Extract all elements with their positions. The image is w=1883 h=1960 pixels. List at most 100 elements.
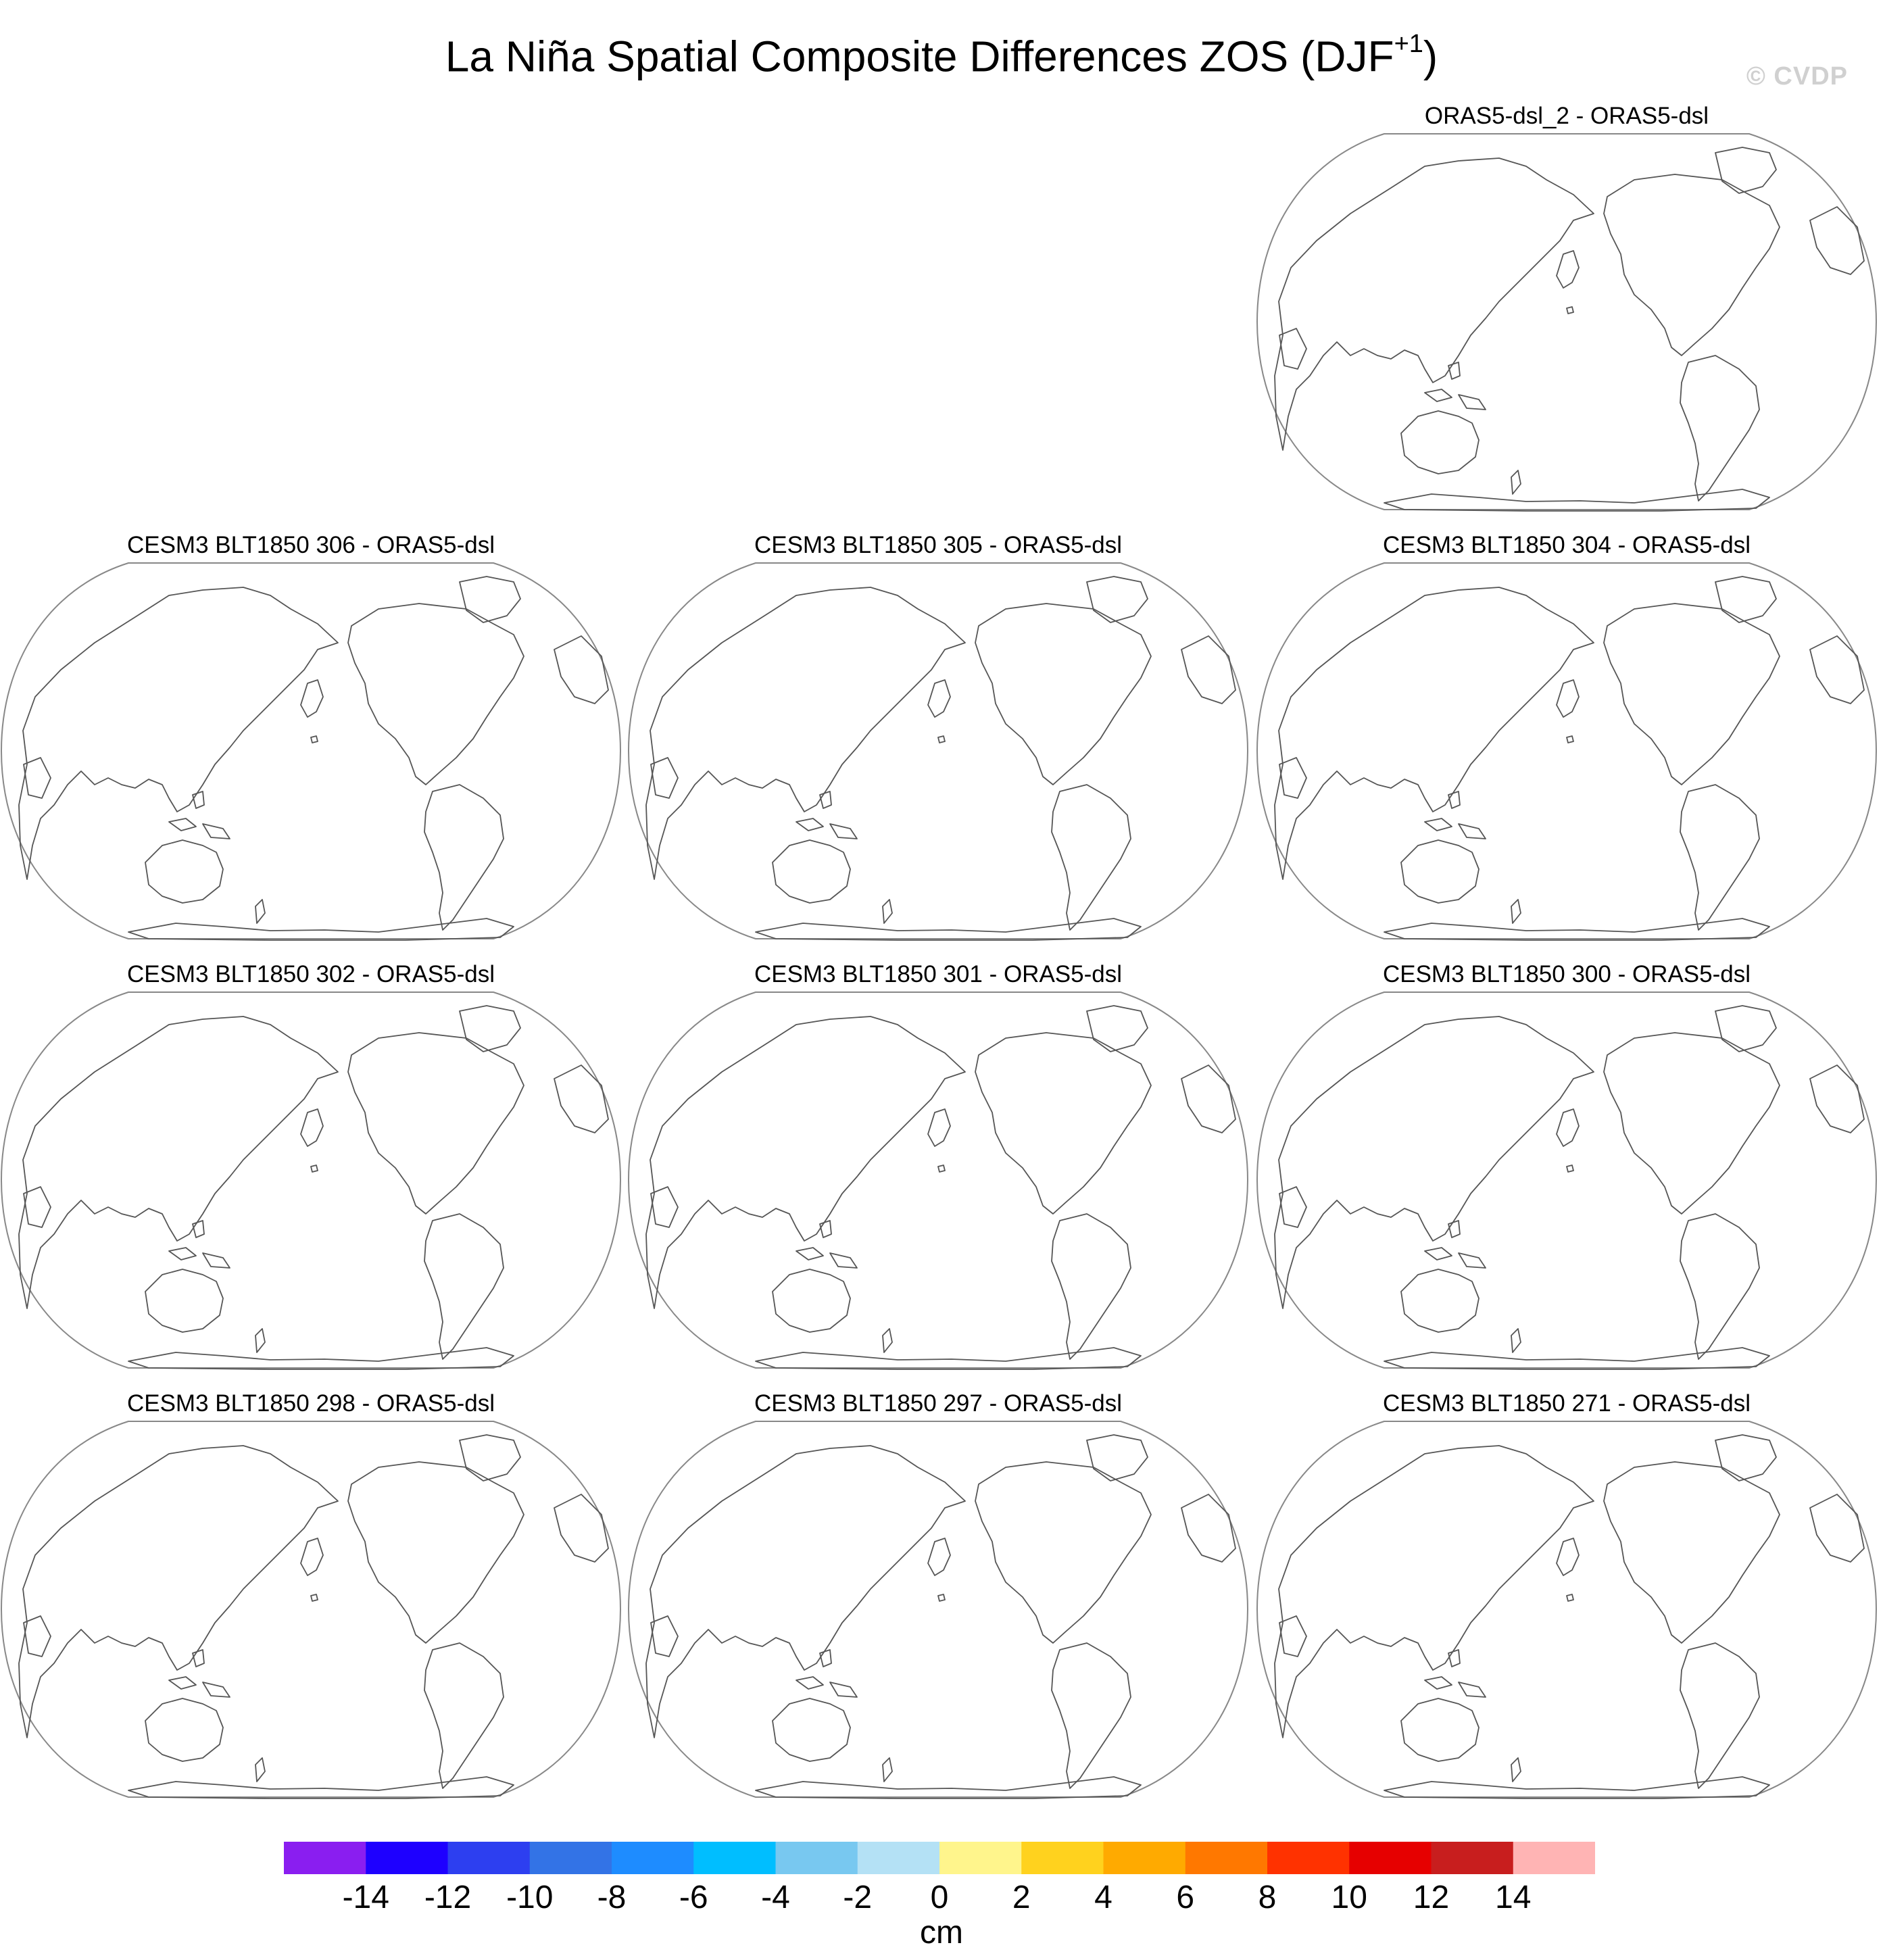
coastline (1566, 735, 1574, 743)
coastline (1051, 784, 1131, 931)
panel-title: CESM3 BLT1850 304 - ORAS5-dsl (1382, 532, 1751, 558)
world-map (627, 991, 1249, 1370)
colorbar-tick-label: 14 (1495, 1880, 1532, 1915)
colorbar-tick-label: 10 (1331, 1880, 1367, 1915)
colorbar-tick-label: -10 (506, 1880, 554, 1915)
coastline (1384, 1347, 1770, 1370)
coastline (1603, 1032, 1780, 1215)
coastline (1400, 410, 1480, 474)
colorbar-tick-label: -2 (843, 1880, 873, 1915)
colorbar-tick-label: 12 (1413, 1880, 1450, 1915)
map-frame (0, 562, 622, 939)
coastline (1556, 679, 1580, 718)
coastline (1809, 635, 1865, 704)
map-panel: CESM3 BLT1850 300 - ORAS5-dsl (1256, 960, 1878, 1386)
coastline (796, 1220, 858, 1269)
coastline (145, 1269, 224, 1333)
coastline (424, 1642, 504, 1789)
coastline (310, 1165, 318, 1173)
map-frame (1256, 1421, 1878, 1798)
coastline (128, 1776, 514, 1799)
coastline (1424, 1220, 1486, 1269)
panel-title: CESM3 BLT1850 305 - ORAS5-dsl (754, 532, 1123, 558)
panel-title: CESM3 BLT1850 302 - ORAS5-dsl (126, 961, 495, 987)
coastline (1424, 362, 1486, 410)
colorbar-swatch (447, 1842, 531, 1874)
coastline (975, 1461, 1152, 1644)
map-frame (1256, 133, 1878, 510)
colorbar-tick-label: 2 (1012, 1880, 1031, 1915)
panel-title: CESM3 BLT1850 271 - ORAS5-dsl (1382, 1390, 1751, 1417)
world-map (1256, 562, 1878, 941)
colorbar-swatch (775, 1842, 858, 1874)
coastline (927, 1538, 951, 1576)
coastline (796, 791, 858, 839)
map-panel: CESM3 BLT1850 302 - ORAS5-dsl (0, 960, 622, 1386)
coastline (18, 1016, 339, 1309)
colorbar-swatch (1185, 1842, 1268, 1874)
map-panel: CESM3 BLT1850 298 - ORAS5-dsl (0, 1389, 622, 1815)
map-panel: CESM3 BLT1850 306 - ORAS5-dsl (0, 531, 622, 956)
coastline (347, 603, 524, 785)
coastline (645, 587, 966, 880)
coastline (1566, 1594, 1574, 1602)
coastline (1680, 784, 1760, 931)
coastline (1181, 635, 1236, 704)
coastline (1566, 306, 1574, 314)
coastline (347, 1032, 524, 1215)
coastline (459, 1005, 521, 1052)
colorbar-swatch (612, 1842, 694, 1874)
coastline (927, 1108, 951, 1147)
coastline (1051, 1213, 1131, 1360)
coastline (168, 1220, 230, 1269)
colorbar-swatch (1431, 1842, 1514, 1874)
coastline (1086, 1005, 1148, 1052)
coastline (1511, 899, 1521, 924)
coastline (1715, 576, 1777, 623)
coastline (1051, 1642, 1131, 1789)
coastline (255, 1328, 266, 1353)
coastline (1603, 1461, 1780, 1644)
coastline (255, 1757, 266, 1782)
coastline (1400, 839, 1480, 904)
colorbar-tick-label: 4 (1094, 1880, 1112, 1915)
world-map (1256, 991, 1878, 1370)
coastline (1809, 1064, 1865, 1133)
coastline (1556, 250, 1580, 289)
coastline (1086, 1434, 1148, 1481)
panel-title: ORAS5-dsl_2 - ORAS5-dsl (1424, 103, 1709, 129)
coastline (937, 735, 946, 743)
coastline (1279, 1615, 1307, 1657)
coastline (1274, 1445, 1594, 1738)
colorbar-tick-label: -8 (597, 1880, 627, 1915)
figure-title: La Niña Spatial Composite Differences ZO… (445, 30, 1438, 81)
coastline (1086, 576, 1148, 623)
coastline (1274, 587, 1594, 880)
coastline (1511, 1757, 1521, 1782)
coastline (1603, 174, 1780, 356)
colorbar-swatch (529, 1842, 612, 1874)
coastline (1680, 1642, 1760, 1789)
coastline (755, 918, 1142, 941)
map-panel: CESM3 BLT1850 297 - ORAS5-dsl (627, 1389, 1249, 1815)
coastline (168, 791, 230, 839)
colorbar-swatch (857, 1842, 940, 1874)
coastline (424, 1213, 504, 1360)
colorbar (284, 1842, 1595, 1874)
colorbar-tick-label: 0 (930, 1880, 949, 1915)
coastline (650, 1186, 679, 1228)
world-map (0, 1421, 622, 1799)
coastline (796, 1649, 858, 1698)
colorbar-tick-label: -4 (761, 1880, 790, 1915)
coastline (927, 679, 951, 718)
coastline (23, 757, 51, 799)
coastline (424, 784, 504, 931)
colorbar-swatch (693, 1842, 776, 1874)
coastline (1424, 1649, 1486, 1698)
coastline (1566, 1165, 1574, 1173)
colorbar-tick-label: -14 (342, 1880, 389, 1915)
coastline (1511, 470, 1521, 495)
coastline (1274, 157, 1594, 451)
world-map (0, 991, 622, 1370)
map-frame (627, 1421, 1249, 1798)
